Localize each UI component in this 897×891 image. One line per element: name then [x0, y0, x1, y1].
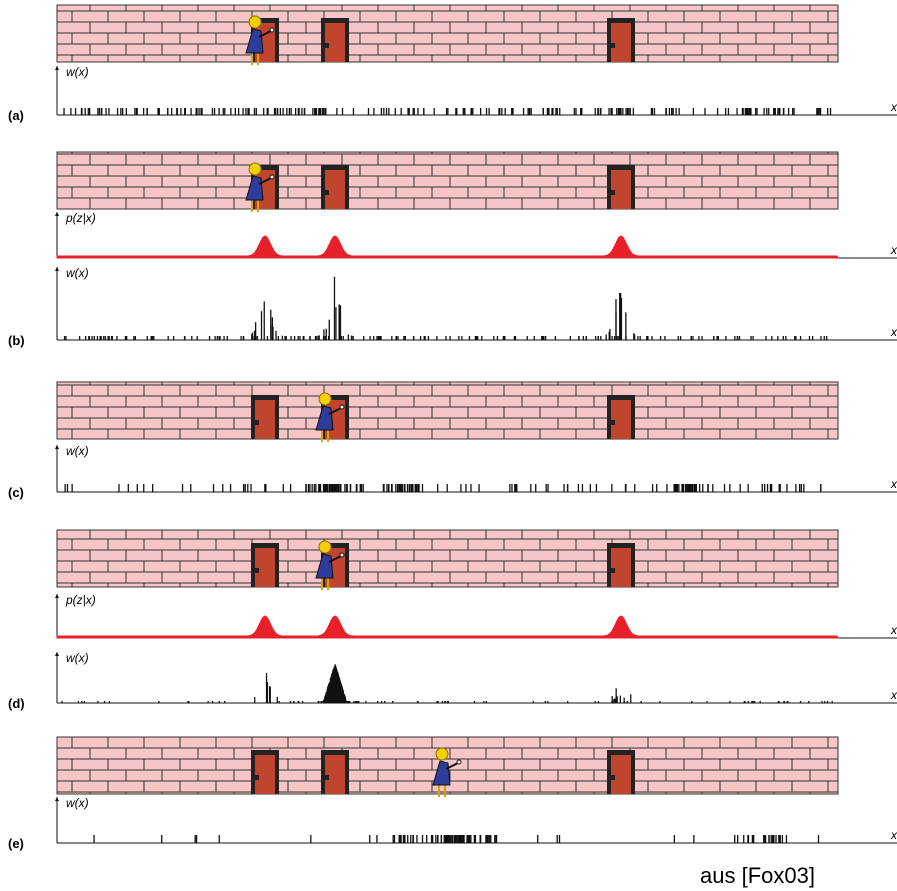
robot-head [248, 162, 262, 176]
door [255, 400, 275, 439]
robot-head [435, 747, 449, 761]
door [611, 400, 631, 439]
robot-hand [339, 552, 345, 558]
x-axis-label: x [890, 100, 897, 114]
robot-head [318, 540, 332, 554]
door [325, 755, 345, 794]
panel-label: (d) [8, 696, 25, 711]
axis-label: w(x) [66, 266, 89, 280]
axis-label: p(z|x) [65, 211, 96, 225]
door-knob [611, 43, 615, 48]
y-arrow [55, 267, 59, 271]
door-knob [611, 568, 615, 573]
door-knob [255, 568, 259, 573]
door [255, 548, 275, 587]
likelihood [56, 235, 839, 259]
robot-body [245, 28, 264, 54]
door-knob [611, 190, 615, 195]
door [611, 548, 631, 587]
robot-body [315, 553, 334, 579]
robot-body [432, 760, 451, 786]
x-axis-label: x [890, 243, 897, 257]
door [325, 23, 345, 62]
y-arrow [55, 212, 59, 216]
robot-head [248, 15, 262, 29]
robot [432, 747, 462, 797]
brick-wall [56, 529, 839, 588]
door-knob [611, 420, 615, 425]
panel-label: (b) [8, 333, 25, 348]
door [325, 170, 345, 209]
robot-hand [456, 759, 462, 765]
brick-wall [56, 381, 839, 440]
door [255, 755, 275, 794]
door [611, 23, 631, 62]
axis-label: w(x) [66, 796, 89, 810]
robot-body [315, 405, 334, 431]
robot-arm [328, 407, 342, 415]
door [611, 755, 631, 794]
brick-wall [56, 4, 839, 63]
robot-arm [258, 30, 272, 38]
x-axis-label: x [890, 688, 897, 702]
likelihood [56, 615, 839, 639]
y-arrow [55, 797, 59, 801]
robot [245, 162, 275, 212]
x-axis-label: x [890, 477, 897, 491]
robot-hand [269, 174, 275, 180]
robot [315, 540, 345, 590]
y-arrow [55, 66, 59, 70]
door-knob [255, 420, 259, 425]
y-arrow [55, 445, 59, 449]
y-arrow [55, 652, 59, 656]
x-axis-label: x [890, 325, 897, 339]
door-knob [325, 190, 329, 195]
door-knob [325, 775, 329, 780]
axis-label: w(x) [66, 65, 89, 79]
door-knob [255, 775, 259, 780]
x-axis-label: x [890, 623, 897, 637]
axis-label: p(z|x) [65, 593, 96, 607]
robot [315, 392, 345, 442]
robot-hand [269, 27, 275, 33]
robot-body [245, 175, 264, 201]
door-knob [611, 775, 615, 780]
y-arrow [55, 594, 59, 598]
robot-head [318, 392, 332, 406]
brick-wall [56, 151, 839, 210]
axis-label: w(x) [66, 651, 89, 665]
door [611, 170, 631, 209]
robot-arm [328, 555, 342, 563]
robot [245, 15, 275, 65]
panel-label: (a) [8, 108, 24, 123]
robot-arm [445, 762, 459, 770]
robot-hand [339, 404, 345, 410]
door-knob [325, 43, 329, 48]
axis-label: w(x) [66, 444, 89, 458]
panel-label: (c) [8, 485, 24, 500]
x-axis-label: x [890, 828, 897, 842]
robot-arm [258, 177, 272, 185]
caption: aus [Fox03] [700, 863, 815, 888]
panel-label: (e) [8, 836, 24, 851]
